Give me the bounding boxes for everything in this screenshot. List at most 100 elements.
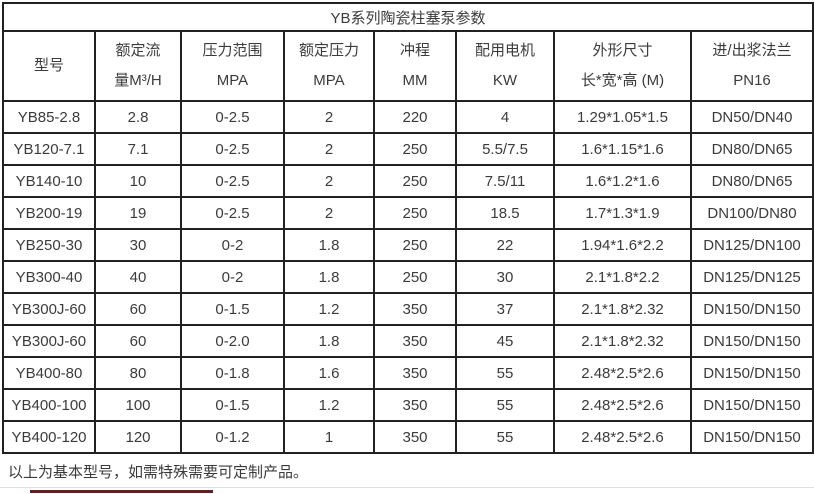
value-cell: DN80/DN65: [689, 164, 814, 198]
value-cell: 30: [94, 228, 182, 262]
value-cell: 0-2.5: [180, 132, 285, 166]
value-cell: 1.7*1.3*1.9: [553, 196, 692, 230]
value-cell: 1.94*1.6*2.2: [553, 228, 692, 262]
column-header: 型号: [2, 30, 96, 102]
table-row: YB300J-60 60 0-1.5 1.2 350 37 2.1*1.8*2.32 DN15…: [2, 292, 814, 326]
column-header-line1: 型号: [33, 57, 64, 74]
value-cell: DN100/DN80: [689, 196, 814, 230]
column-header-line1: 外形尺寸: [592, 42, 653, 59]
value-cell: DN125/DN100: [689, 228, 814, 262]
value-cell: 350: [373, 324, 457, 358]
table-row: YB400-120 120 0-1.2 1 350 55 2.48*2.5*2.6 DN150…: [2, 420, 814, 454]
value-cell: DN150/DN150: [689, 388, 814, 422]
value-cell: 18.5: [455, 196, 555, 230]
value-cell: DN50/DN40: [689, 100, 814, 134]
value-cell: 0-1.5: [180, 292, 285, 326]
model-cell: YB140-10: [2, 164, 96, 198]
value-cell: 1.8: [283, 324, 375, 358]
column-header-row: 型号 额定流 量M³/H 压力范围 MPA 额定压力 MPA 冲程 MM 配用电机 KW 外形尺寸 长*…: [2, 30, 814, 102]
table-row: YB85-2.8 2.8 0-2.5 2 220 4 1.29*1.05*1.5 DN50/D…: [2, 100, 814, 134]
value-cell: 7.1: [94, 132, 182, 166]
value-cell: 250: [373, 164, 457, 198]
table-row: YB400-100 100 0-1.5 1.2 350 55 2.48*2.5*2.6 DN1…: [2, 388, 814, 422]
value-cell: 1.2: [283, 292, 375, 326]
value-cell: 1.2: [283, 388, 375, 422]
model-cell: YB300J-60: [2, 292, 96, 326]
pump-parameters-table: YB系列陶瓷柱塞泵参数 型号 额定流 量M³/H 压力范围 MPA 额定压力 MPA 冲程 MM…: [1, 2, 814, 454]
value-cell: 0-2.0: [180, 324, 285, 358]
value-cell: 1.8: [283, 260, 375, 294]
value-cell: 7.5/11: [455, 164, 555, 198]
value-cell: DN150/DN150: [689, 324, 814, 358]
table-row: YB120-7.1 7.1 0-2.5 2 250 5.5/7.5 1.6*1.15*1.6…: [2, 132, 814, 166]
value-cell: 2: [283, 132, 375, 166]
value-cell: 60: [94, 324, 182, 358]
value-cell: 2: [283, 100, 375, 134]
value-cell: 0-2: [180, 228, 285, 262]
value-cell: DN125/DN125: [689, 260, 814, 294]
table-body: YB85-2.8 2.8 0-2.5 2 220 4 1.29*1.05*1.5 DN50/D…: [2, 100, 814, 454]
column-header-line1: 进/出浆法兰: [712, 42, 792, 59]
table-row: YB200-19 19 0-2.5 2 250 18.5 1.7*1.3*1.9 DN100/…: [2, 196, 814, 230]
column-header-line1: 压力范围: [202, 42, 263, 59]
table-row: YB300-40 40 0-2 1.8 250 30 2.1*1.8*2.2 DN125/DN…: [2, 260, 814, 294]
column-header-line2: KW: [492, 72, 518, 89]
value-cell: 1: [283, 420, 375, 454]
table-row: YB140-10 10 0-2.5 2 250 7.5/11 1.6*1.2*1.6 DN80…: [2, 164, 814, 198]
value-cell: 350: [373, 420, 457, 454]
value-cell: 60: [94, 292, 182, 326]
column-header-line2: 量M³/H: [114, 72, 162, 89]
column-header: 额定压力 MPA: [283, 30, 375, 102]
model-cell: YB300J-60: [2, 324, 96, 358]
value-cell: 2.48*2.5*2.6: [553, 420, 692, 454]
column-header-line2: MM: [402, 72, 428, 89]
value-cell: 0-2.5: [180, 196, 285, 230]
table-row: YB300J-60 60 0-2.0 1.8 350 45 2.1*1.8*2.32 DN15…: [2, 324, 814, 358]
column-header: 冲程 MM: [373, 30, 457, 102]
value-cell: 55: [455, 420, 555, 454]
footer-note: 以上为基本型号，如需特殊需要可定制产品。: [8, 464, 309, 481]
value-cell: 40: [94, 260, 182, 294]
value-cell: 0-2.5: [180, 164, 285, 198]
value-cell: 0-1.2: [180, 420, 285, 454]
column-header-line1: 配用电机: [474, 42, 535, 59]
value-cell: 100: [94, 388, 182, 422]
value-cell: 2: [283, 196, 375, 230]
column-header-line2: MPA: [313, 72, 345, 89]
value-cell: 0-2.5: [180, 100, 285, 134]
value-cell: 2.1*1.8*2.32: [553, 324, 692, 358]
value-cell: 55: [455, 388, 555, 422]
value-cell: 120: [94, 420, 182, 454]
value-cell: 10: [94, 164, 182, 198]
value-cell: 30: [455, 260, 555, 294]
table-row: YB250-30 30 0-2 1.8 250 22 1.94*1.6*2.2 DN125/D…: [2, 228, 814, 262]
value-cell: DN80/DN65: [689, 132, 814, 166]
column-header-line2: 长*宽*高 (M): [580, 72, 665, 89]
value-cell: 80: [94, 356, 182, 390]
model-cell: YB85-2.8: [2, 100, 96, 134]
value-cell: 250: [373, 196, 457, 230]
table-row: YB400-80 80 0-1.8 1.6 350 55 2.48*2.5*2.6 DN150…: [2, 356, 814, 390]
value-cell: 2.1*1.8*2.32: [553, 292, 692, 326]
column-header: 配用电机 KW: [455, 30, 555, 102]
value-cell: 4: [455, 100, 555, 134]
value-cell: 1.29*1.05*1.5: [553, 100, 692, 134]
value-cell: 0-1.8: [180, 356, 285, 390]
cutoff-text-bar: [30, 490, 213, 493]
value-cell: 2: [283, 164, 375, 198]
value-cell: 0-1.5: [180, 388, 285, 422]
value-cell: 5.5/7.5: [455, 132, 555, 166]
column-header: 额定流 量M³/H: [94, 30, 182, 102]
value-cell: DN150/DN150: [689, 356, 814, 390]
value-cell: 2.8: [94, 100, 182, 134]
value-cell: 350: [373, 388, 457, 422]
value-cell: 19: [94, 196, 182, 230]
column-header: 进/出浆法兰 PN16: [689, 30, 814, 102]
value-cell: 2.1*1.8*2.2: [553, 260, 692, 294]
value-cell: DN150/DN150: [689, 292, 814, 326]
column-header-line2: PN16: [733, 72, 771, 89]
column-header-line2: MPA: [216, 72, 249, 89]
value-cell: DN150/DN150: [689, 420, 814, 454]
value-cell: 350: [373, 356, 457, 390]
